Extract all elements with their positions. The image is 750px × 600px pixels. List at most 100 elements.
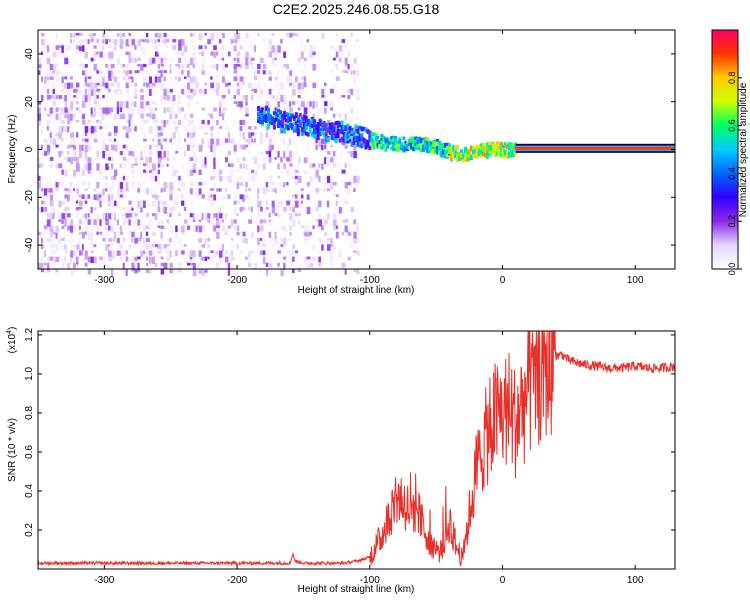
heatmap-cell xyxy=(446,144,450,150)
heatmap-cell xyxy=(143,51,146,55)
heatmap-cell xyxy=(302,125,306,130)
heatmap-cell xyxy=(189,138,193,144)
heatmap-cell xyxy=(304,131,308,136)
heatmap-cell xyxy=(163,150,166,158)
heatmap-cell xyxy=(239,250,244,254)
heatmap-cell xyxy=(154,119,158,124)
heatmap-cell xyxy=(328,130,332,135)
heatmap-cell xyxy=(90,88,94,96)
heatmap-cell xyxy=(84,76,87,83)
heatmap-cell xyxy=(286,124,290,131)
heatmap-cell xyxy=(151,107,155,114)
heatmap-cell xyxy=(105,76,109,80)
heatmap-cell xyxy=(137,269,141,273)
heatmap-cell xyxy=(131,57,136,63)
heatmap-cell xyxy=(96,119,99,123)
heatmap-cell xyxy=(239,194,244,200)
heatmap-cell xyxy=(324,136,328,143)
heatmap-cell xyxy=(131,188,135,194)
heatmap-cell xyxy=(289,250,293,256)
heatmap-cell xyxy=(341,219,346,224)
heatmap-cell xyxy=(154,231,157,236)
heatmap-cell xyxy=(102,45,105,51)
heatmap-cell xyxy=(248,126,252,130)
heatmap-cell xyxy=(70,101,73,109)
heatmap-cell xyxy=(181,39,185,46)
y-tick-label: 0.8 xyxy=(24,406,35,420)
heatmap-cell xyxy=(347,150,350,154)
heatmap-cell xyxy=(70,194,74,202)
heatmap-cell xyxy=(122,194,125,201)
heatmap-cell xyxy=(113,45,117,52)
heatmap-cell xyxy=(146,101,150,106)
heatmap-cell xyxy=(178,57,182,64)
heatmap-cell xyxy=(116,250,121,256)
heatmap-cell xyxy=(294,250,298,254)
heatmap-cell xyxy=(308,129,312,134)
heatmap-cell xyxy=(175,269,179,274)
heatmap-cell xyxy=(73,95,77,98)
heatmap-cell xyxy=(300,129,304,136)
heatmap-cell xyxy=(113,76,118,83)
heatmap-cell xyxy=(233,200,237,205)
heatmap-cell xyxy=(327,150,331,155)
heatmap-cell xyxy=(277,256,281,263)
heatmap-cell xyxy=(227,88,230,94)
heatmap-cell xyxy=(276,118,280,125)
heatmap-cell xyxy=(99,51,103,58)
heatmap-cell xyxy=(210,194,213,198)
heatmap-cell xyxy=(511,149,515,156)
heatmap-cell xyxy=(495,143,499,147)
heatmap-cell xyxy=(96,225,100,231)
heatmap-cell xyxy=(300,95,304,101)
heatmap-cell xyxy=(38,39,42,45)
heatmap-cell xyxy=(224,231,227,235)
heatmap-cell xyxy=(186,119,191,127)
heatmap-cell xyxy=(335,225,338,230)
heatmap-cell xyxy=(499,141,503,146)
heatmap-cell xyxy=(137,63,140,67)
heatmap-cell xyxy=(111,45,115,51)
heatmap-cell xyxy=(128,244,131,250)
heatmap-cell xyxy=(140,45,144,53)
heatmap-cell xyxy=(151,113,156,120)
heatmap-cell xyxy=(283,188,287,193)
heatmap-cell xyxy=(172,169,176,177)
heatmap-cell xyxy=(119,32,123,39)
heatmap-cell xyxy=(108,107,112,114)
heatmap-cell xyxy=(122,63,126,68)
heatmap-cell xyxy=(169,63,172,70)
heatmap-cell xyxy=(108,256,112,262)
heatmap-cell xyxy=(475,152,479,156)
heatmap-cell xyxy=(102,194,106,202)
heatmap-cell xyxy=(321,144,324,151)
heatmap-cell xyxy=(61,82,65,86)
heatmap-cell xyxy=(178,132,181,140)
heatmap-cell xyxy=(157,63,160,69)
heatmap-cell xyxy=(277,244,281,248)
heatmap-cell xyxy=(360,126,364,132)
heatmap-cell xyxy=(111,107,114,113)
heatmap-cell xyxy=(300,119,304,126)
heatmap-cell xyxy=(113,231,116,238)
heatmap-cell xyxy=(78,63,83,68)
heatmap-cell xyxy=(128,57,132,64)
heatmap-cell xyxy=(344,119,347,128)
x-tick-label: -200 xyxy=(227,575,247,586)
x-tick-label: -300 xyxy=(94,275,114,286)
heatmap-cell xyxy=(172,200,176,207)
heatmap-cell xyxy=(140,113,145,119)
heatmap-cell xyxy=(239,237,243,245)
heatmap-cell xyxy=(292,101,296,105)
heatmap-cell xyxy=(140,188,144,194)
heatmap-cell xyxy=(432,139,436,145)
heatmap-cell xyxy=(172,126,176,131)
heatmap-cell xyxy=(81,101,86,108)
heatmap-cell xyxy=(324,107,327,114)
heatmap-cell xyxy=(70,188,73,196)
heatmap-cell xyxy=(186,225,191,230)
heatmap-cell xyxy=(146,169,150,173)
heatmap-cell xyxy=(143,138,147,142)
heatmap-cell xyxy=(163,188,166,192)
heatmap-cell xyxy=(119,150,123,156)
